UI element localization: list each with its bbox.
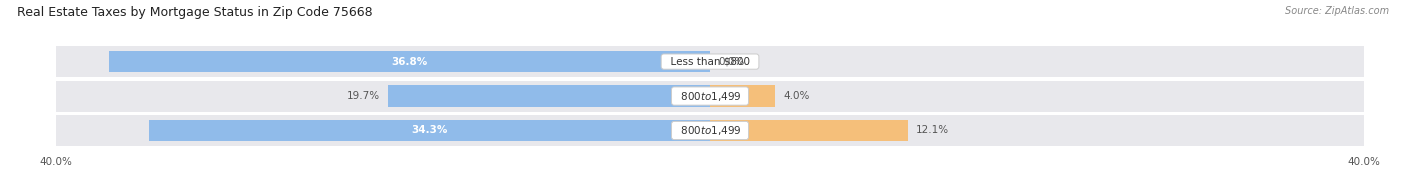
Text: Source: ZipAtlas.com: Source: ZipAtlas.com [1285, 6, 1389, 16]
Text: 4.0%: 4.0% [783, 91, 810, 101]
Text: 34.3%: 34.3% [412, 125, 449, 135]
Text: $800 to $1,499: $800 to $1,499 [673, 90, 747, 103]
Text: Real Estate Taxes by Mortgage Status in Zip Code 75668: Real Estate Taxes by Mortgage Status in … [17, 6, 373, 19]
Text: 0.0%: 0.0% [718, 57, 744, 67]
Text: 19.7%: 19.7% [347, 91, 380, 101]
Bar [56, 115, 1364, 146]
Text: 12.1%: 12.1% [915, 125, 949, 135]
Bar [149, 120, 710, 141]
Bar [710, 85, 776, 107]
Text: Less than $800: Less than $800 [664, 57, 756, 67]
Bar [56, 46, 1364, 77]
Bar [56, 81, 1364, 112]
Text: $800 to $1,499: $800 to $1,499 [673, 124, 747, 137]
Bar [388, 85, 710, 107]
Bar [710, 120, 908, 141]
Text: 36.8%: 36.8% [391, 57, 427, 67]
Bar [108, 51, 710, 72]
